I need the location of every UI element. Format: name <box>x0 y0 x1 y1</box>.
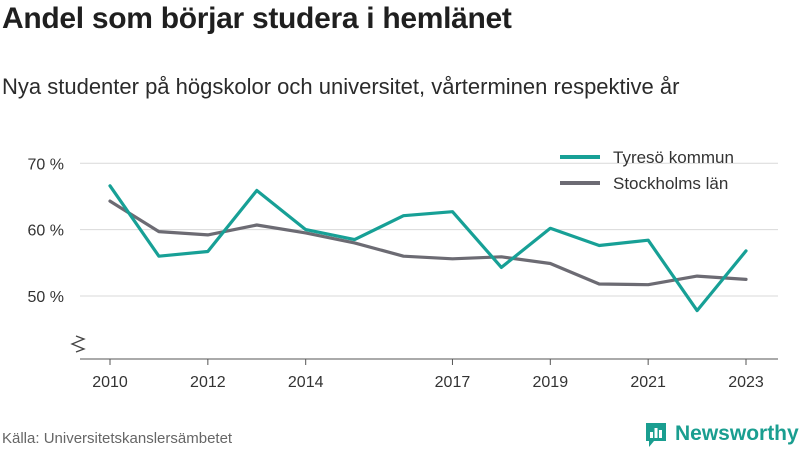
x-tick-label: 2010 <box>92 374 128 391</box>
x-tick-label: 2021 <box>630 374 666 391</box>
y-tick-label: 50 % <box>28 289 64 306</box>
series-lines <box>108 184 748 313</box>
y-tick-label: 70 % <box>28 156 64 173</box>
y-axis: 50 % 60 % 70 % <box>28 156 86 353</box>
x-axis: 2010 2012 2014 2017 2019 2021 2023 <box>80 358 778 391</box>
series-line-1 <box>108 199 748 287</box>
x-tick-label: 2019 <box>533 374 569 391</box>
source-note: Källa: Universitetskanslersämbetet <box>2 430 233 447</box>
line-chart: 50 % 60 % 70 % 2010 2012 2014 2017 2019 2021 202… <box>28 148 778 391</box>
x-tick-label: 2014 <box>288 374 324 391</box>
brand-logo: Newsworthy <box>644 420 799 448</box>
chart-title: Andel som börjar studera i hemlänet <box>2 2 512 35</box>
series-line-0 <box>108 184 748 313</box>
chart-subtitle: Nya studenter på högskolor och universit… <box>2 74 680 99</box>
brand-name: Newsworthy <box>675 422 799 445</box>
axis-break-icon <box>70 335 86 353</box>
legend-label: Tyresö kommun <box>613 148 734 167</box>
legend-label: Stockholms län <box>613 174 728 193</box>
gridlines <box>80 162 778 297</box>
x-tick-label: 2017 <box>435 374 471 391</box>
x-tick-label: 2012 <box>190 374 226 391</box>
y-tick-label: 60 % <box>28 223 64 240</box>
bar-chart-logo-icon <box>646 422 666 447</box>
legend: Tyresö kommun Stockholms län <box>560 148 734 193</box>
x-tick-label: 2023 <box>728 374 764 391</box>
